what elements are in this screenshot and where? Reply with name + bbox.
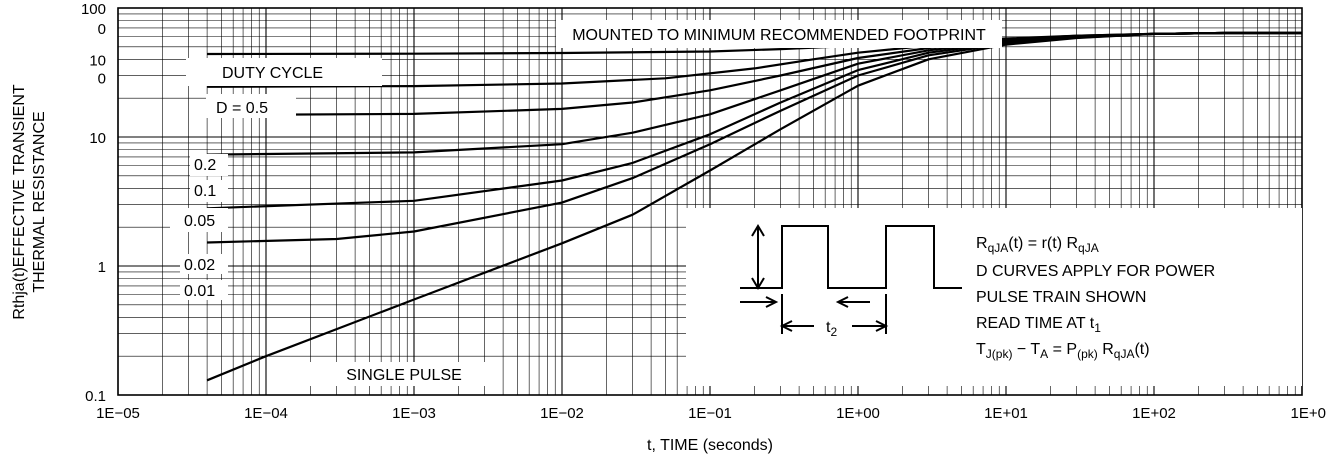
x-axis-label: t, TIME (seconds) bbox=[647, 437, 773, 454]
d-curves-text: D CURVES APPLY FOR POWER bbox=[976, 263, 1215, 280]
series-label-005: 0.05 bbox=[184, 213, 215, 230]
series-label-box-01 bbox=[190, 180, 228, 202]
formula-tj: TJ(pk) − TA = P(pk) RqJA(t) bbox=[976, 341, 1150, 361]
plot-frame bbox=[117, 7, 1303, 396]
series-label-box-002 bbox=[180, 254, 228, 274]
x-tick-label: 1E+0 bbox=[1291, 405, 1326, 422]
d-eq-label: D = 0.5 bbox=[216, 100, 268, 117]
x-tick-label: 1E+01 bbox=[984, 405, 1028, 422]
curve-group bbox=[206, 31, 1302, 382]
read-time-text: READ TIME AT t1 bbox=[976, 315, 1101, 335]
series-label-box-005 bbox=[170, 208, 228, 232]
y-axis-label-line1: Rthja(t)EFFECTIVE TRANSIENT bbox=[11, 84, 28, 320]
series-label-001: 0.01 bbox=[184, 283, 215, 300]
x-tick-label: 1E−02 bbox=[540, 405, 584, 422]
single-pulse-label: SINGLE PULSE bbox=[346, 367, 462, 384]
y-tick-label: 100 bbox=[81, 1, 106, 18]
formula-rqja: RqJA(t) = r(t) RqJA bbox=[976, 235, 1099, 255]
x-tick-label: 1E−05 bbox=[96, 405, 140, 422]
series-label-002: 0.02 bbox=[184, 257, 215, 274]
series-label-01: 0.1 bbox=[194, 183, 216, 200]
single-pulse-box bbox=[306, 362, 502, 386]
mounted-label: MOUNTED TO MINIMUM RECOMMENDED FOOTPRINT bbox=[572, 27, 986, 44]
mounted-box bbox=[556, 20, 1002, 48]
y-tick-label: 0 bbox=[98, 70, 106, 87]
duty-cycle-label: DUTY CYCLE bbox=[222, 65, 323, 82]
y-tick-label: 10 bbox=[89, 52, 106, 69]
inset-box bbox=[686, 208, 1302, 386]
y-tick-label: 0 bbox=[98, 21, 106, 38]
x-tick-labels: 1E−05 1E−04 1E−03 1E−02 1E−01 1E+00 1E+01 1E+02… bbox=[96, 405, 1326, 422]
x-tick-label: 1E−04 bbox=[244, 405, 288, 422]
x-tick-label: 1E+02 bbox=[1132, 405, 1176, 422]
pulse-train-text: PULSE TRAIN SHOWN bbox=[976, 289, 1146, 306]
x-tick-label: 1E−01 bbox=[688, 405, 732, 422]
y-axis-label-line2: THERMAL RESISTANCE bbox=[31, 111, 48, 292]
y-tick-label: 0.1 bbox=[85, 388, 106, 405]
duty-cycle-box bbox=[186, 58, 382, 86]
x-tick-label: 1E−03 bbox=[392, 405, 436, 422]
t2-label: t2 bbox=[826, 319, 837, 339]
series-label-box-001 bbox=[180, 280, 228, 300]
y-tick-label: 10 bbox=[89, 130, 106, 147]
x-tick-label: 1E+00 bbox=[836, 405, 880, 422]
y-tick-label: 1 bbox=[98, 259, 106, 276]
curve-single-pulse bbox=[206, 31, 1302, 382]
d-eq-box bbox=[206, 94, 296, 118]
series-label-02: 0.2 bbox=[194, 157, 216, 174]
pulse-train bbox=[740, 224, 962, 334]
series-label-box-02 bbox=[190, 154, 228, 176]
